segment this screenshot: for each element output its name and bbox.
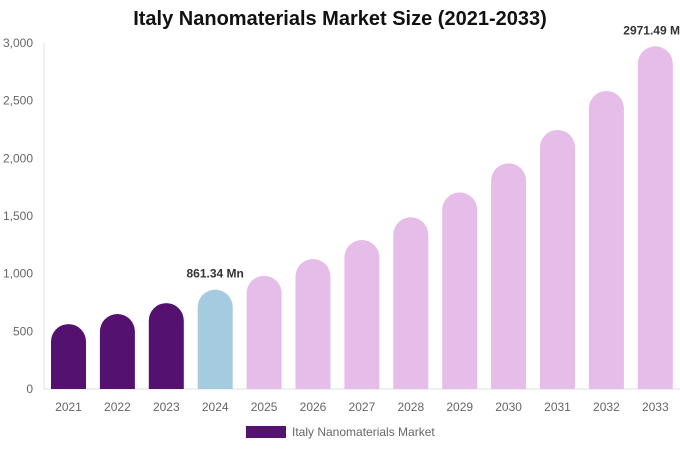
x-tick-label: 2026 [300, 400, 327, 414]
bar-2027 [344, 239, 380, 389]
y-tick-label: 2,000 [3, 151, 33, 165]
legend-swatch [246, 426, 286, 438]
y-tick-label: 2,500 [3, 94, 33, 108]
x-tick-label: 2021 [55, 400, 82, 414]
x-tick-label: 2031 [544, 400, 571, 414]
chart-title: Italy Nanomaterials Market Size (2021-20… [133, 8, 547, 30]
bar-2023 [148, 303, 184, 389]
bar-2024 [197, 289, 233, 389]
data-label: 861.34 Mn [187, 267, 244, 281]
x-tick-label: 2024 [202, 400, 229, 414]
bar-2030 [491, 163, 527, 389]
bar-2022 [99, 314, 135, 389]
bar-2031 [540, 129, 575, 389]
x-tick-label: 2023 [153, 400, 180, 414]
legend-label: Italy Nanomaterials Market [292, 425, 435, 439]
bar-2025 [246, 275, 282, 389]
y-tick-label: 1,500 [3, 209, 33, 223]
y-tick-label: 3,000 [3, 36, 33, 50]
x-tick-label: 2025 [251, 400, 278, 414]
x-tick-label: 2028 [397, 400, 424, 414]
x-tick-label: 2027 [349, 400, 376, 414]
bar-2032 [588, 90, 624, 389]
x-tick-label: 2033 [642, 400, 669, 414]
bar-2026 [295, 259, 331, 389]
x-tick-label: 2030 [495, 400, 522, 414]
bar-2028 [393, 217, 429, 389]
legend[interactable]: Italy Nanomaterials Market [246, 425, 435, 439]
bar-2033 [637, 46, 673, 390]
x-tick-label: 2032 [593, 400, 620, 414]
data-label: 2971.49 Mn [623, 23, 680, 37]
y-tick-label: 500 [13, 324, 33, 338]
y-tick-label: 1,000 [3, 267, 33, 281]
x-tick-label: 2029 [446, 400, 473, 414]
bar-2029 [442, 192, 478, 389]
bar-2021 [51, 324, 86, 389]
y-tick-label: 0 [26, 382, 33, 396]
x-tick-label: 2022 [104, 400, 131, 414]
